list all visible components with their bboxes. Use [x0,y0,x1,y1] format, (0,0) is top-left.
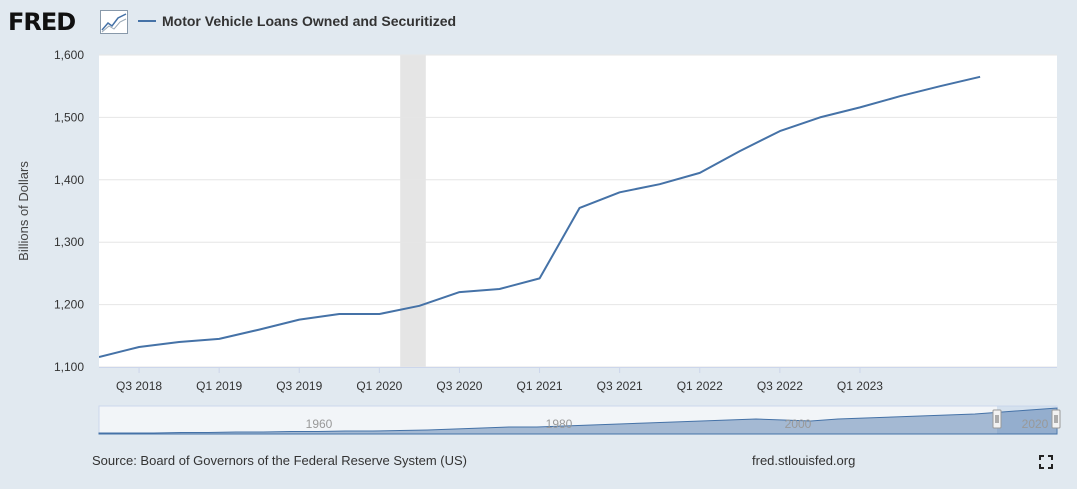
legend-label: Motor Vehicle Loans Owned and Securitize… [162,13,457,29]
navigator-label: 1980 [546,417,573,431]
series-line [99,75,981,358]
navigator-label: 2020 [1022,417,1049,431]
x-tick-label: Q3 2018 [116,379,162,393]
source-text: Source: Board of Governors of the Federa… [92,453,467,468]
x-tick-label: Q1 2020 [356,379,402,393]
x-tick-label: Q1 2022 [677,379,723,393]
x-tick-label: Q3 2020 [436,379,482,393]
navigator-series-area [98,407,1058,435]
y-tick-label: 1,500 [54,110,84,124]
legend-line-swatch [138,20,156,22]
x-tick-label: Q1 2023 [837,379,883,393]
y-tick-label: 1,200 [54,298,84,312]
y-tick-label: 1,600 [54,48,84,62]
navigator-background [98,405,1058,435]
y-tick-label: 1,300 [54,235,84,249]
x-tick-label: Q3 2021 [597,379,643,393]
navigator-label: 2000 [785,417,812,431]
navigator-right-handle[interactable] [1051,409,1061,429]
x-tick-label: Q3 2022 [757,379,803,393]
site-link[interactable]: fred.stlouisfed.org [752,453,856,468]
y-tick-label: 1,100 [54,360,84,374]
fred-graph-icon [100,10,128,34]
navigator-label: 1960 [306,417,333,431]
y-axis-title: Billions of Dollars [16,161,31,261]
fullscreen-icon[interactable] [1039,455,1053,469]
x-tick-label: Q1 2021 [517,379,563,393]
line-chart: 1,100 1,200 1,300 1,400 1,500 1,600 Q3 2018 Q1 … [16,48,1061,435]
fred-logo[interactable]: FRED [8,8,76,36]
recession-band [400,55,426,367]
chart-legend: Motor Vehicle Loans Owned and Securitize… [138,13,456,29]
x-tick-label: Q3 2019 [276,379,322,393]
navigator-left-handle[interactable] [992,409,1002,429]
x-tick-label: Q1 2019 [196,379,242,393]
y-tick-label: 1,400 [54,173,84,187]
